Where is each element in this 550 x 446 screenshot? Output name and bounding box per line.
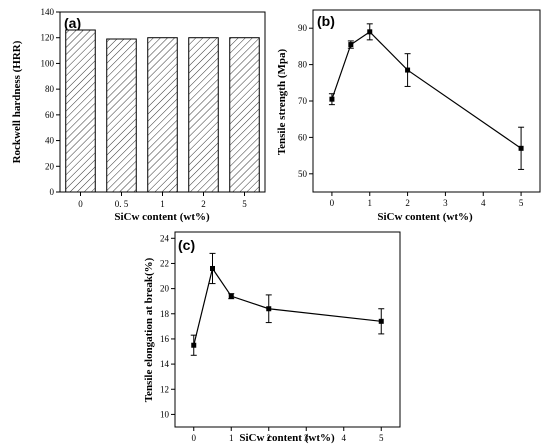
panel-c-data-point xyxy=(266,306,272,312)
panel-b-x-tick-label: 0 xyxy=(330,198,335,208)
bar-2 xyxy=(147,37,178,193)
panel-b-x-tick-label: 4 xyxy=(481,198,486,208)
panel-c-label: (c) xyxy=(178,237,195,253)
panel-b-y-axis-label: Tensile strength (Mpa) xyxy=(276,48,288,155)
panel-a-y-tick-label: 80 xyxy=(45,84,55,94)
panel-b-x-axis-label: SiCw content (wt%) xyxy=(377,211,473,223)
panel-b-series-line xyxy=(331,31,522,149)
panel-b-data-point xyxy=(518,145,524,151)
bar-0 xyxy=(65,29,96,193)
panel-c-y-tick-label: 16 xyxy=(160,334,170,344)
panel-a-y-tick-label: 100 xyxy=(41,58,55,68)
panel-b-data-point xyxy=(348,42,354,48)
panel-a-y-tick-label: 60 xyxy=(45,110,55,120)
panel-c-y-tick-label: 18 xyxy=(160,309,170,319)
panel-b-y-tick-label: 50 xyxy=(298,169,308,179)
panel-c-y-tick-label: 10 xyxy=(160,409,170,419)
panel-a-y-tick-label: 120 xyxy=(41,33,55,43)
panel-a-x-tick-label: 0 xyxy=(78,199,83,209)
panel-a-y-axis-label: Rockwell hardness (HRR) xyxy=(11,40,23,163)
panel-c-series-line xyxy=(193,267,382,346)
panel-a-x-tick-label: 0. 5 xyxy=(115,199,129,209)
panel-b-data-point xyxy=(405,67,411,73)
panel-c-data-point xyxy=(378,318,384,324)
bar-3 xyxy=(188,37,219,193)
panel-c-x-tick-label: 1 xyxy=(229,433,234,443)
panel-c-x-tick-label: 0 xyxy=(192,433,197,443)
panel-c-data-point xyxy=(228,293,234,299)
panel-a-x-tick-label: 1 xyxy=(160,199,165,209)
panel-a-label: (a) xyxy=(64,15,81,31)
panel-b-x-tick-label: 2 xyxy=(405,198,410,208)
panel-c-x-tick-label: 3 xyxy=(304,433,309,443)
panel-b-tensile-strength-chart: (b) 50 60 70 80 90 0 1 2 3 4 5 SiCw content (wt%)… xyxy=(276,9,541,223)
panel-a-y-tick-label: 0 xyxy=(50,187,55,197)
panel-b-x-tick-label: 1 xyxy=(368,198,373,208)
panel-c-y-tick-label: 20 xyxy=(160,284,170,294)
panel-a-x-axis-label: SiCw content (wt%) xyxy=(114,211,210,223)
panel-a-hardness-chart: (a) 0 20 40 60 80 100 120 140 0 0. 5 1 2 5 SiCw con… xyxy=(11,7,266,223)
panel-c-x-tick-label: 4 xyxy=(342,433,347,443)
bar-4 xyxy=(229,37,260,193)
panel-c-data-point xyxy=(191,342,197,348)
panel-b-y-tick-label: 80 xyxy=(298,60,308,70)
panel-a-y-tick-label: 140 xyxy=(41,7,55,17)
panel-b-data-point xyxy=(367,29,373,35)
panel-c-y-tick-label: 24 xyxy=(160,233,170,243)
panel-b-x-tick-label: 5 xyxy=(519,198,524,208)
panel-c-y-tick-label: 12 xyxy=(160,384,169,394)
panel-c-y-tick-label: 22 xyxy=(160,258,169,268)
panel-c-frame xyxy=(174,231,401,428)
panel-c-x-tick-label: 5 xyxy=(379,433,384,443)
panel-c-x-tick-label: 2 xyxy=(267,433,272,443)
panel-b-frame xyxy=(312,9,541,193)
panel-b-y-tick-label: 60 xyxy=(298,132,308,142)
panel-b-y-tick-label: 90 xyxy=(298,23,308,33)
panel-b-label: (b) xyxy=(317,13,335,29)
panel-a-x-tick-label: 5 xyxy=(242,199,247,209)
panel-c-x-axis-label: SiCw content (wt%) xyxy=(239,432,335,444)
panel-c-data-point xyxy=(210,265,215,271)
panel-a-y-tick-label: 20 xyxy=(45,161,55,171)
panel-b-data-point xyxy=(329,96,335,102)
panel-b-x-tick-label: 3 xyxy=(443,198,448,208)
panel-a-x-tick-label: 2 xyxy=(201,199,206,209)
bar-1 xyxy=(106,38,137,193)
panel-b-y-tick-label: 70 xyxy=(298,96,308,106)
panel-c-y-axis-label: Tensile elongation at break(%) xyxy=(143,257,155,402)
panel-a-y-tick-label: 40 xyxy=(45,136,55,146)
panel-c-y-tick-label: 14 xyxy=(160,359,170,369)
